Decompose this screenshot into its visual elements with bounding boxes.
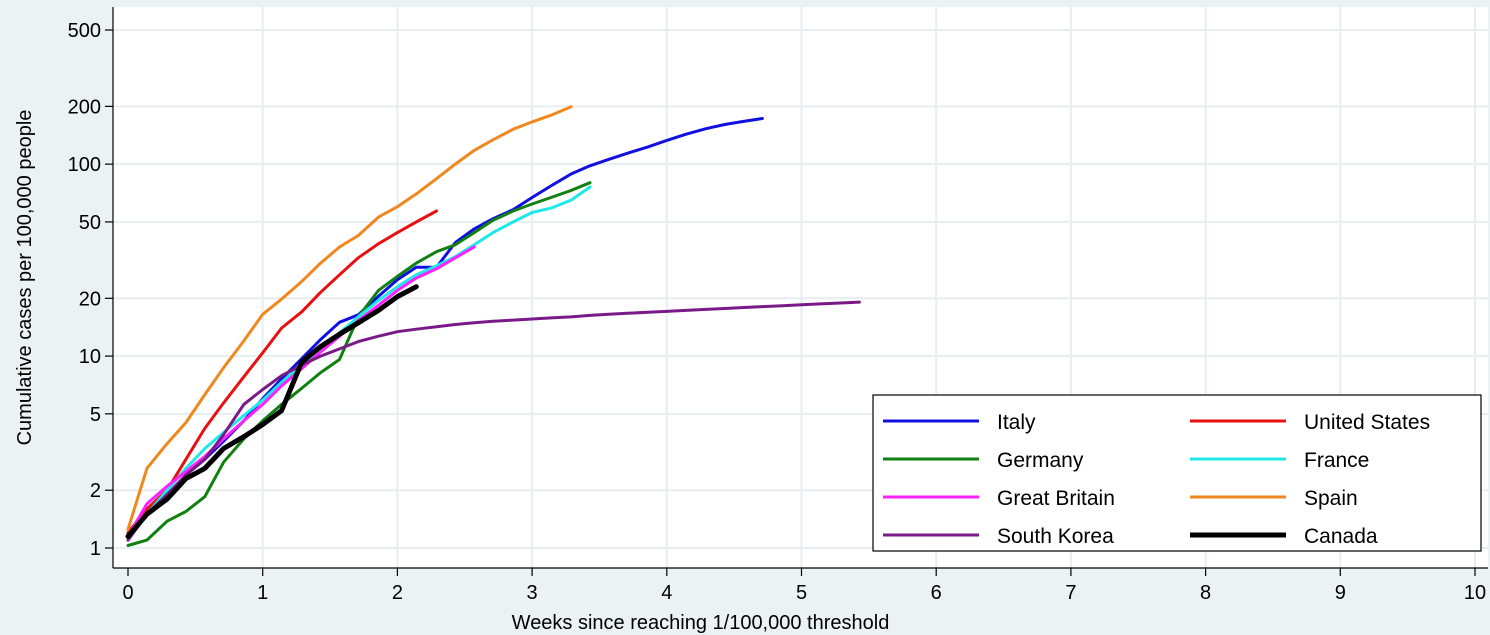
y-tick-label: 50 [79,212,101,234]
legend-label-south-korea: South Korea [997,525,1114,548]
x-tick-label: 1 [257,582,268,604]
y-tick-label: 200 [68,96,101,118]
x-axis-title: Weeks since reaching 1/100,000 threshold [512,612,890,634]
x-tick-label: 3 [527,582,538,604]
x-tick-label: 8 [1200,582,1211,604]
series-line-united-states [126,209,438,535]
x-tick-label: 2 [392,582,403,604]
y-tick-label: 2 [90,480,101,502]
legend-label-italy: Italy [997,411,1036,434]
x-tick-label: 9 [1335,582,1346,604]
legend-label-germany: Germany [997,449,1084,472]
legend-label-canada: Canada [1304,525,1378,548]
series-line-spain [126,105,573,531]
y-tick-label: 10 [79,346,101,368]
series-line-south-korea [126,300,861,542]
legend-label-france: France [1304,449,1369,472]
legend-label-great-britain: Great Britain [997,487,1115,510]
y-tick-label: 5 [90,404,101,426]
series-line-france [126,185,592,542]
y-tick-label: 20 [79,288,101,310]
x-tick-label: 0 [122,582,133,604]
x-tick-label: 4 [661,582,672,604]
y-axis-title: Cumulative cases per 100,000 people [14,110,36,446]
series-lines [125,105,861,547]
legend-label-spain: Spain [1304,487,1358,510]
legend: Italy United States Germany France Great Bri… [872,394,1482,552]
x-tick-label: 10 [1464,582,1486,604]
x-tick-label: 6 [931,582,942,604]
x-tick-label: 5 [796,582,807,604]
y-tick-label: 500 [68,20,101,42]
series-line-canada [125,284,419,539]
y-tick-label: 1 [90,538,101,560]
legend-label-united-states: United States [1304,411,1430,434]
y-tick-label: 100 [68,154,101,176]
x-tick-label: 7 [1065,582,1076,604]
